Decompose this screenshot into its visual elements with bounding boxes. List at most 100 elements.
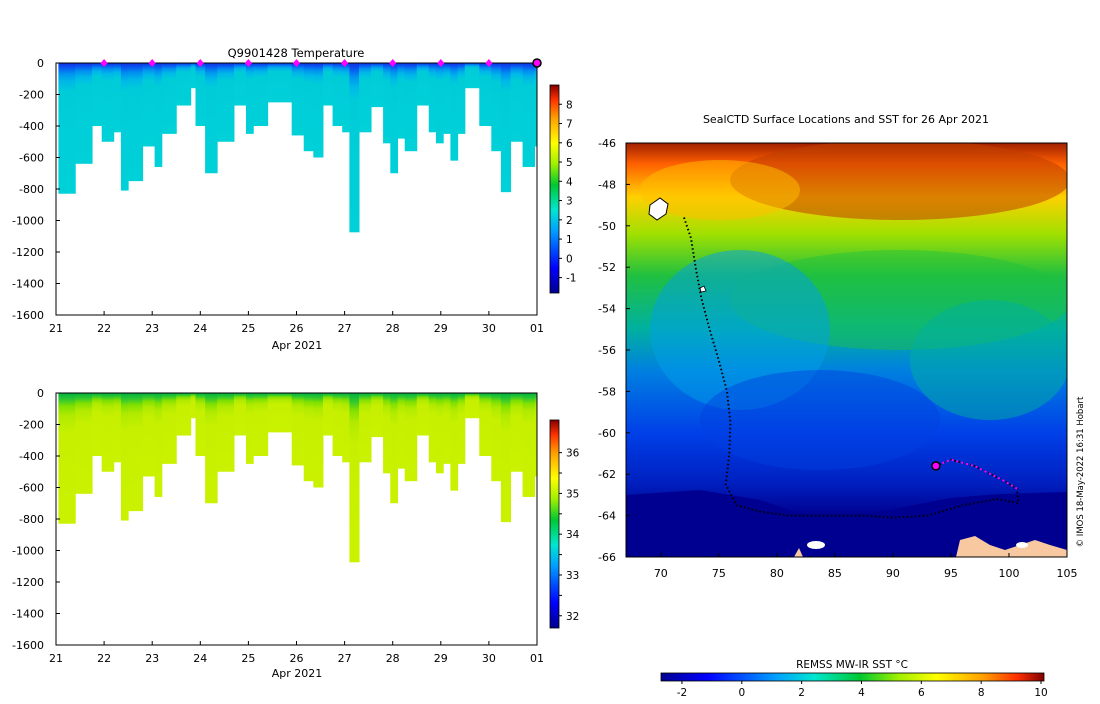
profile-column <box>233 393 247 436</box>
profile-column <box>154 393 163 497</box>
profile-column <box>113 63 122 133</box>
x-tick-label: 95 <box>944 567 958 580</box>
profile-column <box>390 63 399 174</box>
profile-column <box>416 63 430 106</box>
profile-column <box>534 393 537 477</box>
sst-colorbar-bar <box>660 672 1045 682</box>
profile-column <box>161 63 177 134</box>
profile-column <box>101 63 115 142</box>
y-tick-label: -1000 <box>12 215 44 228</box>
y-tick-label: -800 <box>19 513 44 526</box>
x-tick-label: 30 <box>482 652 496 665</box>
profile-column <box>522 393 536 497</box>
colorbar-tick-label: 0 <box>738 687 745 699</box>
profile-column <box>58 393 76 524</box>
y-tick-label: -200 <box>19 89 44 102</box>
kerguelen-island <box>648 197 669 221</box>
profile-column <box>245 63 254 134</box>
y-tick-label: -50 <box>598 220 616 233</box>
surface-marker <box>341 59 349 67</box>
salinity-x-label: Apr 2021 <box>272 667 323 680</box>
current-marker <box>532 58 542 68</box>
x-tick-label: 01 <box>530 652 544 665</box>
y-tick-label: -46 <box>598 137 616 150</box>
salinity-colorbar-ticks: 36 35 34 33 32 <box>559 448 580 623</box>
y-tick-label: 0 <box>37 57 44 70</box>
x-tick-label: 21 <box>49 652 63 665</box>
sst-colorbar-label: REMSS MW-IR SST °C <box>796 659 908 671</box>
profile-column <box>58 63 76 194</box>
x-tick-label: 75 <box>712 567 726 580</box>
surface-markers <box>100 58 542 68</box>
profile-column <box>383 393 391 474</box>
sst-map-panel: SealCTD Surface Locations and SST for 26… <box>598 113 1086 699</box>
antarctic-land <box>956 536 1067 557</box>
seal-track-recent <box>935 458 1018 490</box>
profile-column <box>510 63 524 142</box>
profile-column <box>443 63 451 134</box>
y-tick-label: -54 <box>598 303 616 316</box>
profile-column <box>142 63 156 147</box>
surface-marker <box>389 59 397 67</box>
salinity-x-axis: 21 22 23 24 25 26 27 28 29 30 01 <box>49 641 544 665</box>
salinity-y-axis: 0 -200 -400 -600 -800 -1000 -1200 -1400 -1600 <box>12 387 60 652</box>
surface-marker <box>148 59 156 67</box>
y-tick-label: 0 <box>37 387 44 400</box>
sst-ice-zone <box>626 490 1067 557</box>
colorbar-tick-label: 6 <box>566 138 573 150</box>
profile-column <box>342 63 350 133</box>
y-tick-label: -56 <box>598 344 616 357</box>
profile-column <box>176 393 192 436</box>
temperature-field <box>58 63 537 233</box>
profile-column <box>217 63 235 142</box>
colorbar-tick-label: 6 <box>918 687 925 699</box>
y-tick-label: -800 <box>19 183 44 196</box>
colorbar-tick-label: 33 <box>566 570 579 582</box>
x-tick-label: 25 <box>241 652 255 665</box>
colorbar-tick-label: 34 <box>566 529 580 541</box>
y-tick-label: -66 <box>598 551 616 564</box>
profile-column <box>510 393 524 472</box>
profile-column <box>522 63 536 167</box>
profile-column <box>267 393 293 433</box>
x-tick-label: 23 <box>145 652 159 665</box>
colorbar-tick-label: 10 <box>1034 687 1047 699</box>
profile-column <box>359 63 372 133</box>
profile-column <box>457 63 466 134</box>
profile-column <box>253 393 269 456</box>
x-tick-label: 29 <box>434 322 448 335</box>
profile-column <box>332 63 343 126</box>
profile-column <box>161 393 177 464</box>
profile-column <box>342 393 350 463</box>
x-tick-label: 29 <box>434 652 448 665</box>
profile-column <box>190 63 196 89</box>
profile-column <box>75 393 93 494</box>
profile-column <box>464 63 480 89</box>
surface-marker <box>244 59 252 67</box>
colorbar-tick-label: 36 <box>566 448 580 460</box>
sst-x-axis: 70 75 80 85 90 95 100 105 <box>654 553 1078 580</box>
colorbar-tick-label: 1 <box>566 234 573 246</box>
profile-column <box>332 393 343 456</box>
x-tick-label: 30 <box>482 322 496 335</box>
y-tick-label: -64 <box>598 510 616 523</box>
profile-column <box>253 63 269 126</box>
colorbar-tick-label: 5 <box>566 157 573 169</box>
antarctic-land-small <box>794 548 803 557</box>
x-tick-label: 23 <box>145 322 159 335</box>
profile-column <box>128 63 144 182</box>
y-tick-label: -400 <box>19 120 44 133</box>
temperature-y-axis: 0 -200 -400 -600 -800 -1000 -1200 -1400 -1600 <box>12 57 60 322</box>
profile-column <box>371 63 384 108</box>
profile-column <box>404 63 418 152</box>
colorbar-tick-label: 0 <box>566 253 573 265</box>
surface-marker <box>196 59 204 67</box>
y-tick-label: -60 <box>598 427 616 440</box>
temperature-colorbar: 8 7 6 5 4 3 2 1 0 -1 <box>549 84 576 294</box>
x-tick-label: 26 <box>290 652 304 665</box>
imos-credit: © IMOS 18-May-2022 16:31 Hobart <box>1076 396 1086 547</box>
salinity-field <box>58 393 537 563</box>
sst-blue-west <box>650 250 830 410</box>
x-tick-label: 27 <box>338 322 352 335</box>
